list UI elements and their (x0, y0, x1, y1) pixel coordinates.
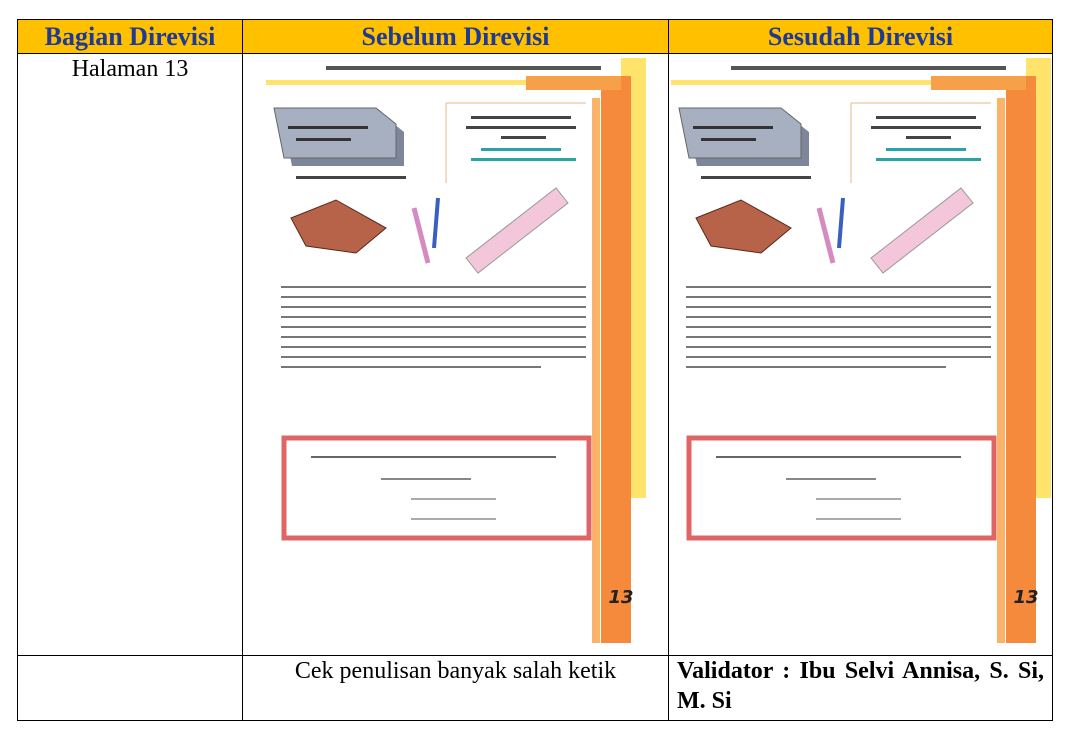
text-line (287, 126, 368, 129)
page-number: 13 (608, 587, 633, 608)
text-line (500, 136, 546, 139)
column-header: Sesudah Direvisi (668, 19, 1053, 54)
text-line (410, 498, 496, 500)
orange-strip (525, 76, 621, 90)
text-line (875, 158, 981, 161)
revision-table: Bagian Direvisi Sebelum Direvisi Sesudah… (17, 19, 1053, 721)
text-line (785, 478, 876, 480)
text-line (692, 126, 773, 129)
note-row: Cek penulisan banyak salah ketik Validat… (17, 655, 1053, 721)
text-line (815, 518, 901, 520)
pen (411, 207, 430, 264)
column-header: Bagian Direvisi (17, 19, 243, 54)
column-header: Sebelum Direvisi (242, 19, 669, 54)
pen (836, 197, 845, 249)
text-line (310, 456, 556, 458)
text-line (815, 498, 901, 500)
thin-band (591, 98, 600, 643)
page-thumbnail: 13 (670, 58, 1051, 643)
exercise-box (686, 435, 996, 541)
text-line (470, 158, 576, 161)
book (694, 199, 792, 254)
text-line (295, 138, 351, 141)
pen (816, 207, 835, 264)
note-cell: Cek penulisan banyak salah ketik (242, 655, 669, 721)
paragraph (685, 286, 991, 368)
header-text (730, 66, 1006, 70)
top-strip (670, 80, 1051, 85)
topic-box (272, 107, 396, 159)
text-line (470, 116, 571, 119)
before-cell: 13 (242, 53, 669, 656)
orange-strip (930, 76, 1026, 90)
ruler (464, 187, 569, 274)
text-line (870, 126, 981, 129)
page-cell: Halaman 13 (17, 53, 243, 656)
pen (431, 197, 440, 249)
orange-band (1005, 76, 1036, 643)
text-line (380, 478, 471, 480)
exercise-box (281, 435, 591, 541)
paragraph (280, 286, 586, 368)
book (289, 199, 387, 254)
text-line (715, 456, 961, 458)
empty-cell (17, 655, 243, 721)
page-thumbnail: 13 (265, 58, 646, 643)
text-line (410, 518, 496, 520)
text-line (885, 148, 966, 151)
top-strip (265, 80, 646, 85)
page-number: 13 (1013, 587, 1038, 608)
text-line (905, 136, 951, 139)
header-row: Bagian Direvisi Sebelum Direvisi Sesudah… (17, 19, 1053, 54)
text-line (295, 176, 406, 179)
text-line (875, 116, 976, 119)
text-line (480, 148, 561, 151)
page-row: Halaman 13 13 (17, 53, 1053, 656)
header-text (325, 66, 601, 70)
text-line (700, 176, 811, 179)
validator-cell: Validator : Ibu Selvi Annisa, S. Si, M. … (668, 655, 1053, 721)
orange-band (600, 76, 631, 643)
thin-band (996, 98, 1005, 643)
after-cell: 13 (668, 53, 1053, 656)
ruler (869, 187, 974, 274)
text-line (465, 126, 576, 129)
topic-box (677, 107, 801, 159)
text-line (700, 138, 756, 141)
